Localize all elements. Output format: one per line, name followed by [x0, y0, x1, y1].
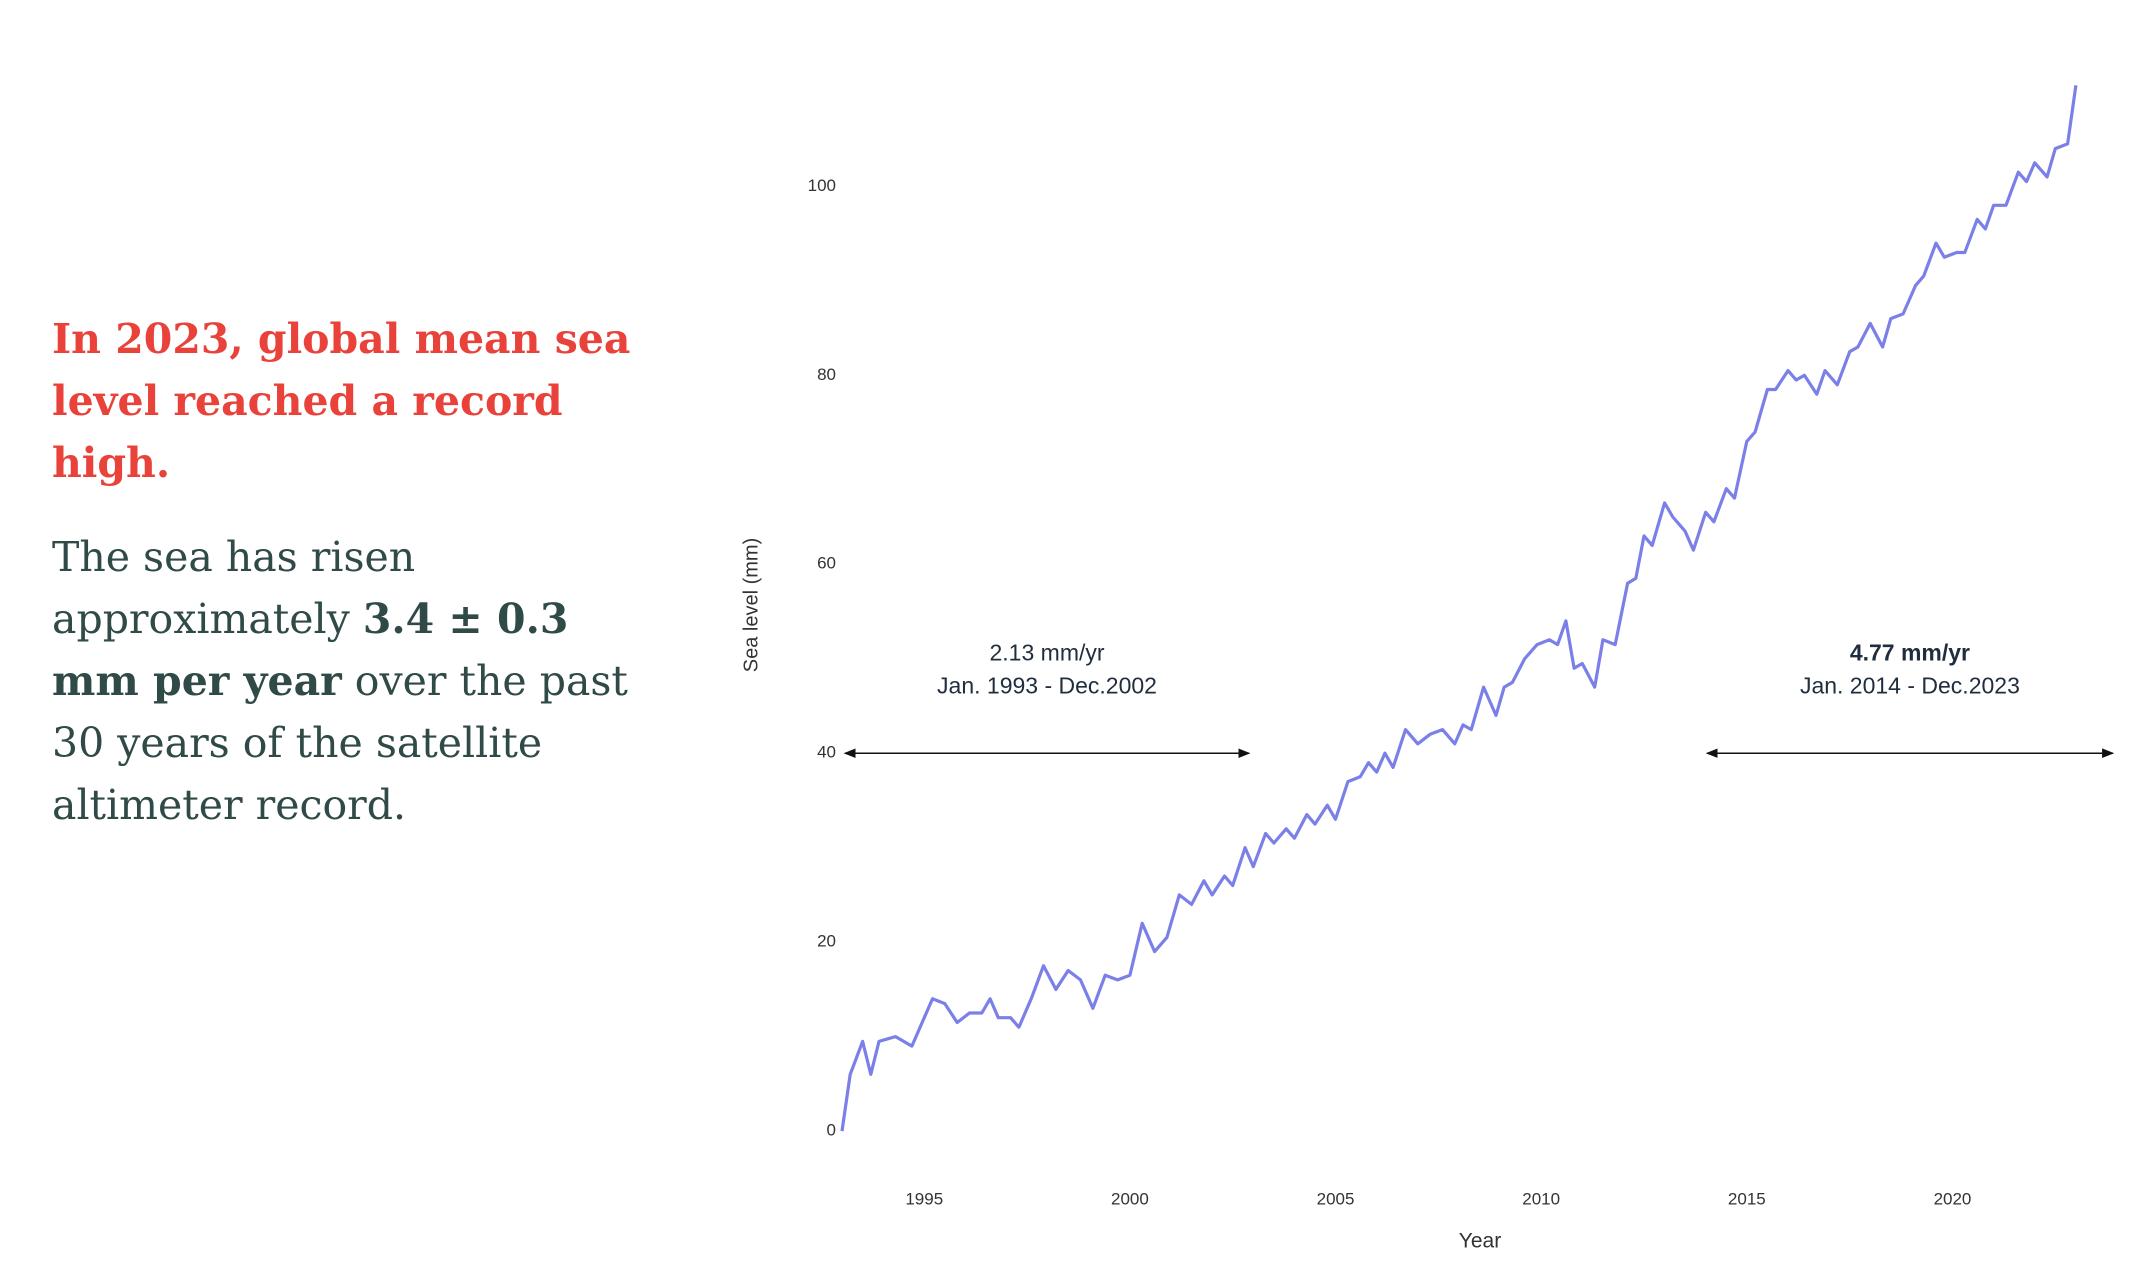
sea-level-line [840, 85, 2078, 1132]
x-tick-label: 2005 [1317, 1189, 1355, 1208]
y-tick-label: 0 [827, 1121, 836, 1140]
annotation-rate: 2.13 mm/yr [990, 639, 1105, 665]
y-tick-label: 80 [817, 365, 836, 384]
x-tick-label: 2000 [1111, 1189, 1149, 1208]
annotation-period: Jan. 2014 - Dec.2023 [1800, 672, 2020, 698]
body-bold: 3.4 ± 0.3 mm per year [52, 595, 569, 705]
annotation-rate: 4.77 mm/yr [1850, 639, 1970, 665]
y-axis-label: Sea level (mm) [740, 538, 762, 672]
y-tick-label: 20 [817, 932, 836, 951]
body-span: over the past 30 years of the satellite … [52, 657, 628, 829]
body-span: The sea has risen approximately [52, 533, 416, 643]
y-tick-label: 40 [817, 743, 836, 762]
y-tick-label: 60 [817, 554, 836, 573]
text-panel: In 2023, global mean sea level reached a… [52, 308, 652, 836]
x-tick-label: 2010 [1522, 1189, 1560, 1208]
annotation-period: Jan. 1993 - Dec.2002 [937, 672, 1157, 698]
x-axis-label: Year [1459, 1230, 1501, 1253]
body-text: The sea has risen approximately 3.4 ± 0.… [52, 526, 652, 836]
headline: In 2023, global mean sea level reached a… [52, 315, 631, 487]
x-tick-label: 1995 [905, 1189, 943, 1208]
x-tick-label: 2020 [1934, 1189, 1972, 1208]
x-tick-label: 2015 [1728, 1189, 1766, 1208]
y-tick-label: 100 [808, 176, 836, 195]
